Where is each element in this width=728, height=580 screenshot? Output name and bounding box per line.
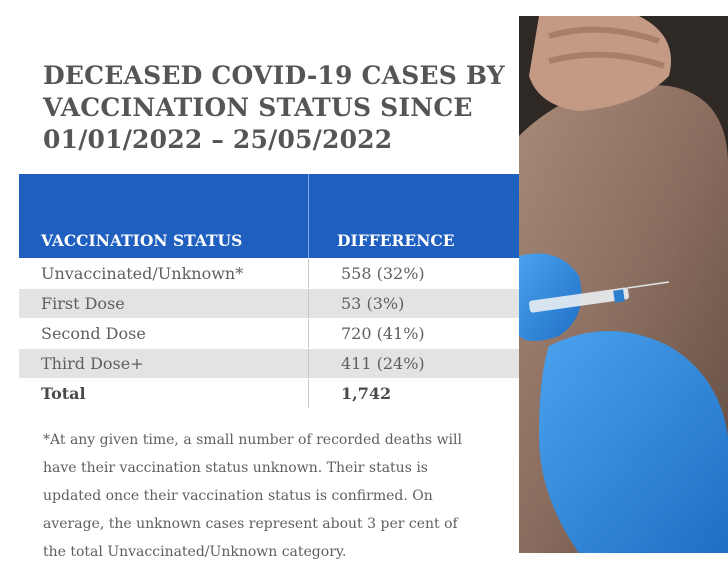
title-line-1: DECEASED COVID-19 CASES BY	[43, 61, 505, 90]
column-divider	[308, 319, 309, 348]
page-title: DECEASED COVID-19 CASES BY VACCINATION S…	[43, 60, 505, 156]
glove-right	[539, 331, 728, 553]
table-row: Third Dose+ 411 (24%)	[19, 348, 519, 378]
vaccination-photo	[519, 16, 728, 553]
title-line-3: 01/01/2022 – 25/05/2022	[43, 125, 393, 154]
glove-left	[519, 253, 582, 341]
table-header: VACCINATION STATUS DIFFERENCE	[19, 174, 519, 258]
table-row: Second Dose 720 (41%)	[19, 318, 519, 348]
syringe-body	[529, 287, 629, 313]
table-row: Unvaccinated/Unknown* 558 (32%)	[19, 258, 519, 288]
status-cell: First Dose	[41, 294, 125, 313]
column-divider	[308, 289, 309, 318]
title-line-2: VACCINATION STATUS SINCE	[43, 93, 473, 122]
status-cell: Third Dose+	[41, 354, 144, 373]
column-divider	[308, 349, 309, 378]
total-value: 1,742	[341, 384, 392, 403]
difference-cell: 53 (3%)	[341, 294, 405, 313]
syringe-needle	[626, 281, 670, 289]
difference-cell: 720 (41%)	[341, 324, 425, 343]
vaccination-illustration	[519, 16, 728, 553]
total-label: Total	[41, 384, 86, 403]
difference-cell: 558 (32%)	[341, 264, 425, 283]
hand-shape	[529, 16, 671, 111]
status-cell: Unvaccinated/Unknown*	[41, 264, 244, 283]
column-header-status: VACCINATION STATUS	[41, 231, 243, 250]
column-divider	[308, 379, 309, 408]
status-cell: Second Dose	[41, 324, 146, 343]
header-divider	[308, 174, 309, 258]
table-total-row: Total 1,742	[19, 378, 519, 408]
vaccination-table: VACCINATION STATUS DIFFERENCE Unvaccinat…	[19, 174, 519, 408]
column-divider	[308, 259, 309, 288]
column-header-difference: DIFFERENCE	[337, 231, 455, 250]
table-row: First Dose 53 (3%)	[19, 288, 519, 318]
footnote: *At any given time, a small number of re…	[43, 432, 462, 560]
difference-cell: 411 (24%)	[341, 354, 425, 373]
